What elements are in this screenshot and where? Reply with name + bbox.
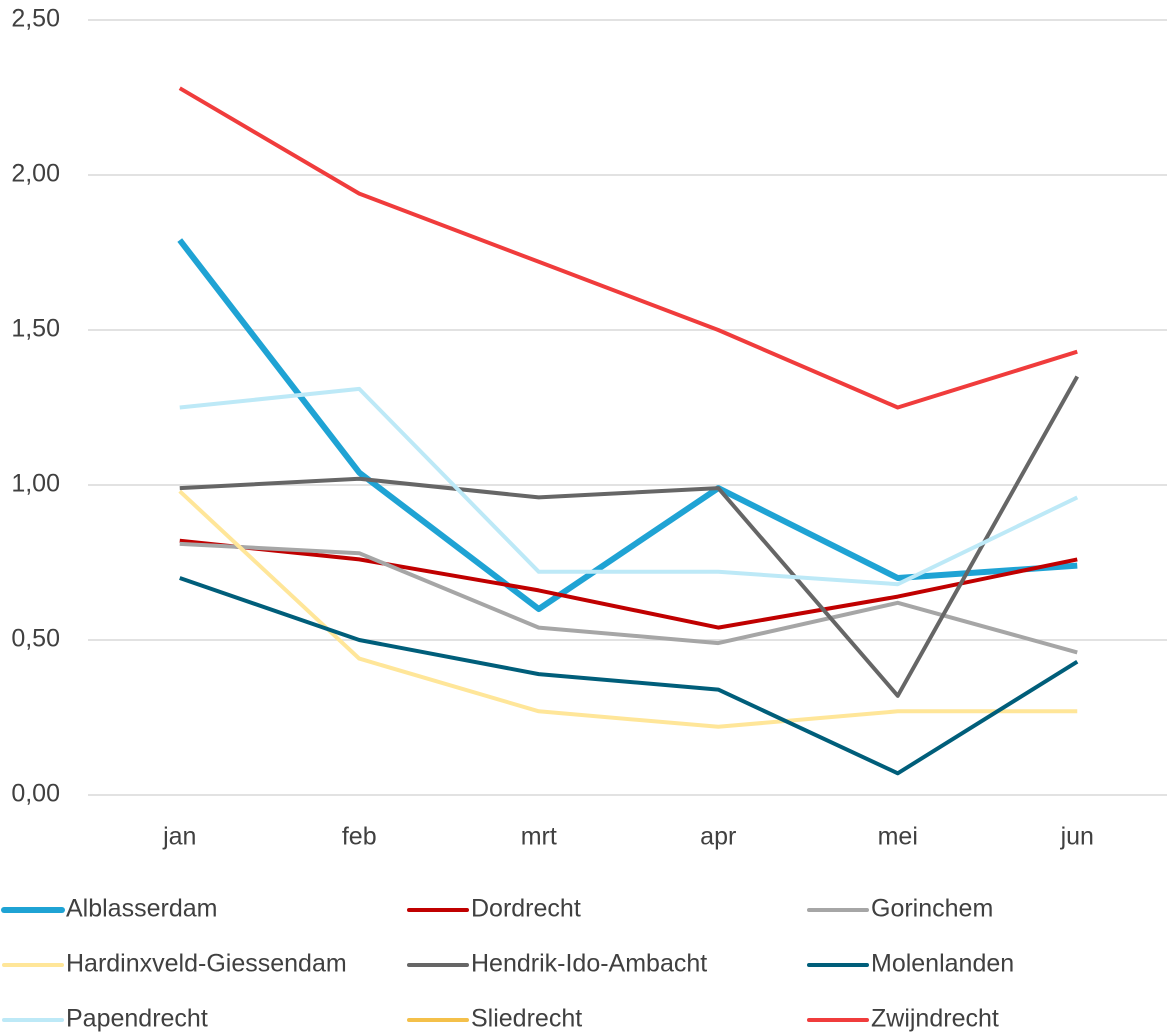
series-line [178,86,1078,410]
series-line [179,538,1078,630]
y-tick-label: 0,00 [11,780,60,808]
x-tick-label: jan [162,823,196,851]
x-tick-label: mrt [521,823,557,851]
y-tick-label: 0,50 [11,625,60,653]
x-tick-label: mei [878,823,918,851]
y-tick-label: 2,50 [11,5,60,33]
legend-label: Alblasserdam [66,895,217,923]
series-line [179,576,1079,776]
series-line [179,375,1079,698]
x-tick-label: feb [342,823,377,851]
series-line [179,386,1079,587]
series-line [177,238,1078,612]
series-line [179,541,1078,655]
y-tick-label: 1,00 [11,470,60,498]
legend-label: Hardinxveld-Giessendam [66,950,347,978]
x-tick-label: jun [1060,823,1094,851]
legend-label: Papendrecht [66,1005,208,1033]
legend-label: Zwijndrecht [871,1005,999,1033]
y-tick-label: 2,00 [11,160,60,188]
x-tick-label: apr [700,823,736,851]
legend-label: Molenlanden [871,950,1014,978]
legend-label: Dordrecht [471,895,581,923]
y-tick-label: 1,50 [11,315,60,343]
legend-label: Sliedrecht [471,1005,582,1033]
legend-label: Hendrik-Ido-Ambacht [471,950,707,978]
legend-label: Gorinchem [871,895,993,923]
